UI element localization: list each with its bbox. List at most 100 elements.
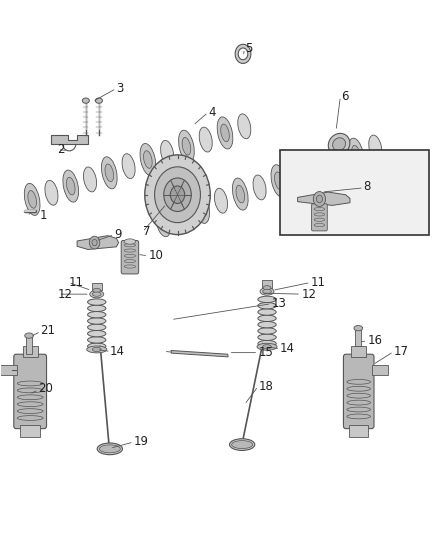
Ellipse shape [124, 239, 136, 244]
Circle shape [316, 195, 322, 203]
Bar [262, 280, 272, 288]
Ellipse shape [332, 138, 346, 151]
Ellipse shape [258, 296, 276, 303]
Text: 9: 9 [114, 228, 122, 241]
Bar [20, 425, 40, 437]
Text: 21: 21 [40, 324, 55, 337]
Ellipse shape [310, 151, 325, 183]
Ellipse shape [258, 341, 276, 347]
FancyBboxPatch shape [14, 354, 46, 429]
Bar [26, 336, 32, 354]
Ellipse shape [352, 146, 360, 163]
Ellipse shape [63, 170, 78, 202]
Text: 7: 7 [143, 225, 150, 238]
Ellipse shape [258, 334, 276, 341]
Text: 4: 4 [208, 106, 215, 119]
Ellipse shape [230, 439, 255, 450]
Text: 15: 15 [258, 346, 273, 359]
Ellipse shape [258, 309, 276, 315]
Ellipse shape [25, 333, 33, 338]
Text: 10: 10 [149, 249, 164, 262]
Text: 13: 13 [272, 297, 286, 310]
Ellipse shape [348, 138, 364, 170]
Ellipse shape [199, 127, 212, 152]
Text: 20: 20 [38, 382, 53, 395]
Ellipse shape [232, 441, 253, 449]
Bar [280, 150, 428, 235]
Text: 11: 11 [68, 276, 83, 289]
Circle shape [170, 186, 185, 204]
Ellipse shape [233, 178, 248, 210]
Circle shape [145, 155, 210, 235]
Bar [351, 346, 366, 357]
Ellipse shape [88, 318, 106, 324]
Ellipse shape [198, 198, 206, 216]
FancyBboxPatch shape [121, 240, 139, 274]
Ellipse shape [236, 185, 244, 203]
Ellipse shape [92, 348, 101, 352]
Ellipse shape [88, 299, 106, 305]
Ellipse shape [253, 175, 266, 200]
Ellipse shape [122, 154, 135, 179]
Ellipse shape [88, 305, 106, 312]
Text: 16: 16 [367, 334, 382, 348]
Ellipse shape [194, 191, 209, 223]
Ellipse shape [155, 205, 171, 237]
Circle shape [313, 191, 325, 206]
Ellipse shape [369, 135, 382, 160]
Ellipse shape [25, 183, 40, 215]
Ellipse shape [161, 140, 174, 165]
Ellipse shape [88, 330, 106, 337]
Ellipse shape [217, 117, 233, 149]
Polygon shape [297, 192, 350, 205]
Ellipse shape [88, 324, 106, 330]
Text: 3: 3 [117, 82, 124, 95]
Ellipse shape [84, 167, 96, 192]
Ellipse shape [354, 326, 363, 331]
Text: 14: 14 [110, 345, 125, 358]
Ellipse shape [275, 172, 283, 190]
Ellipse shape [28, 191, 36, 208]
Ellipse shape [95, 98, 102, 103]
Text: 12: 12 [57, 288, 72, 301]
Text: 2: 2 [57, 143, 65, 156]
Text: 14: 14 [280, 342, 295, 356]
Polygon shape [51, 135, 88, 144]
Text: 12: 12 [302, 288, 317, 301]
Ellipse shape [238, 114, 251, 139]
Ellipse shape [45, 180, 58, 205]
Ellipse shape [179, 130, 194, 162]
Text: 18: 18 [258, 379, 273, 393]
Ellipse shape [82, 98, 89, 103]
Ellipse shape [258, 315, 276, 321]
FancyBboxPatch shape [343, 354, 374, 429]
FancyBboxPatch shape [311, 204, 327, 231]
Bar [355, 328, 361, 346]
Ellipse shape [93, 288, 101, 293]
Ellipse shape [92, 292, 101, 296]
Polygon shape [171, 351, 228, 357]
Ellipse shape [140, 143, 156, 175]
Bar [22, 346, 38, 357]
Text: 11: 11 [311, 276, 326, 289]
Ellipse shape [90, 290, 104, 298]
Ellipse shape [176, 201, 189, 227]
Ellipse shape [105, 164, 113, 182]
Ellipse shape [328, 133, 350, 155]
Text: 6: 6 [341, 90, 349, 103]
Circle shape [164, 178, 191, 212]
Ellipse shape [88, 337, 106, 343]
Bar [92, 283, 102, 290]
Ellipse shape [263, 289, 272, 294]
Circle shape [155, 167, 201, 223]
Text: 19: 19 [134, 435, 149, 448]
Ellipse shape [260, 288, 274, 295]
Bar [372, 365, 389, 375]
Ellipse shape [257, 343, 277, 350]
Ellipse shape [263, 345, 272, 349]
Ellipse shape [292, 161, 305, 187]
Ellipse shape [330, 148, 343, 173]
Polygon shape [77, 236, 119, 249]
Text: 17: 17 [394, 345, 409, 358]
Bar [349, 425, 368, 437]
